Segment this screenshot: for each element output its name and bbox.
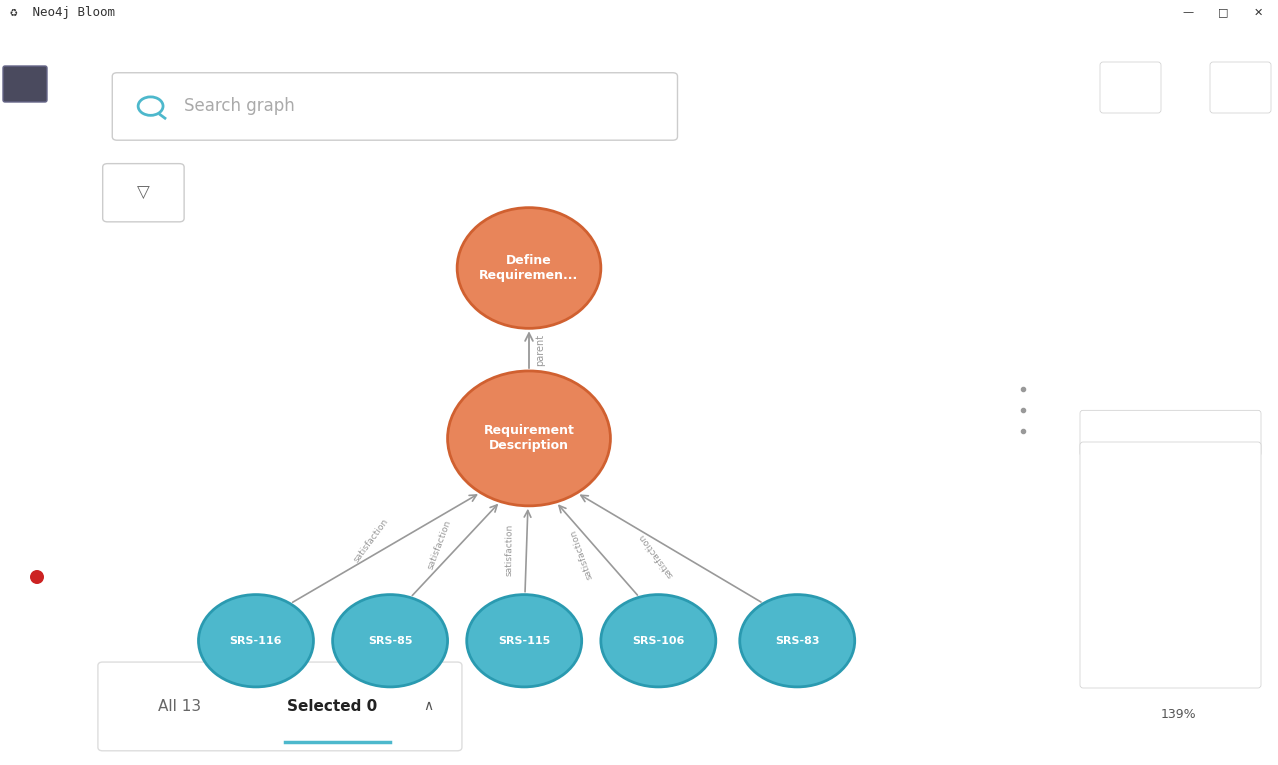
Text: satisfaction: satisfaction [353, 517, 391, 565]
Text: satisfaction: satisfaction [426, 519, 452, 571]
Text: SRS-116: SRS-116 [230, 636, 282, 646]
Circle shape [29, 570, 43, 584]
Text: Selected 0: Selected 0 [288, 698, 378, 714]
FancyBboxPatch shape [1100, 62, 1160, 113]
Text: □: □ [1218, 8, 1228, 18]
Text: satisfaction: satisfaction [569, 528, 594, 580]
Text: ∧: ∧ [423, 699, 433, 713]
Text: SRS-115: SRS-115 [498, 636, 551, 646]
Text: <: < [1233, 79, 1249, 97]
Text: Help: Help [165, 34, 193, 47]
Ellipse shape [466, 594, 581, 687]
Text: ☐: ☐ [1171, 566, 1186, 584]
Text: Developer: Developer [204, 34, 270, 47]
Text: Define
Requiremen...: Define Requiremen... [479, 254, 579, 282]
Ellipse shape [601, 594, 716, 687]
Text: 🗺: 🗺 [1173, 466, 1183, 484]
Text: ☒: ☒ [1171, 516, 1186, 534]
Text: −: − [1171, 636, 1185, 654]
Text: Requirement
Description: Requirement Description [483, 425, 574, 452]
Ellipse shape [740, 594, 855, 687]
Text: File: File [15, 34, 36, 47]
Text: Window: Window [115, 34, 165, 47]
Text: ↩: ↩ [18, 716, 32, 734]
Text: View: View [86, 34, 115, 47]
Ellipse shape [447, 371, 611, 506]
Text: SRS-85: SRS-85 [368, 636, 413, 646]
Ellipse shape [458, 207, 601, 328]
Text: parent: parent [535, 334, 546, 366]
FancyBboxPatch shape [112, 73, 677, 140]
FancyBboxPatch shape [98, 662, 461, 750]
Text: Edit: Edit [50, 34, 74, 47]
Ellipse shape [198, 594, 313, 687]
Text: ?: ? [20, 582, 29, 597]
Text: SRS-83: SRS-83 [774, 636, 819, 646]
FancyBboxPatch shape [1080, 410, 1261, 456]
Text: ✕: ✕ [1254, 8, 1263, 18]
Text: ⋮⋮: ⋮⋮ [15, 79, 35, 89]
FancyBboxPatch shape [3, 66, 47, 102]
Text: +: + [1171, 601, 1185, 619]
Text: satisfaction: satisfaction [638, 532, 675, 579]
Text: —: — [1182, 8, 1194, 18]
FancyBboxPatch shape [1210, 62, 1272, 113]
Text: ↺: ↺ [1114, 424, 1131, 443]
Text: ↑: ↑ [1123, 79, 1139, 97]
FancyBboxPatch shape [1080, 442, 1261, 688]
Text: ▽: ▽ [137, 184, 150, 202]
Text: Search graph: Search graph [184, 97, 295, 115]
Text: ♻  Neo4j Bloom: ♻ Neo4j Bloom [10, 6, 115, 19]
Ellipse shape [332, 594, 447, 687]
Text: ☄: ☄ [1205, 425, 1220, 442]
Text: satisfaction: satisfaction [505, 524, 514, 576]
FancyBboxPatch shape [102, 164, 184, 222]
Text: ⚙: ⚙ [17, 656, 33, 674]
Text: All 13: All 13 [157, 698, 201, 714]
Text: 139%: 139% [1160, 708, 1196, 721]
Text: SRS-106: SRS-106 [633, 636, 685, 646]
